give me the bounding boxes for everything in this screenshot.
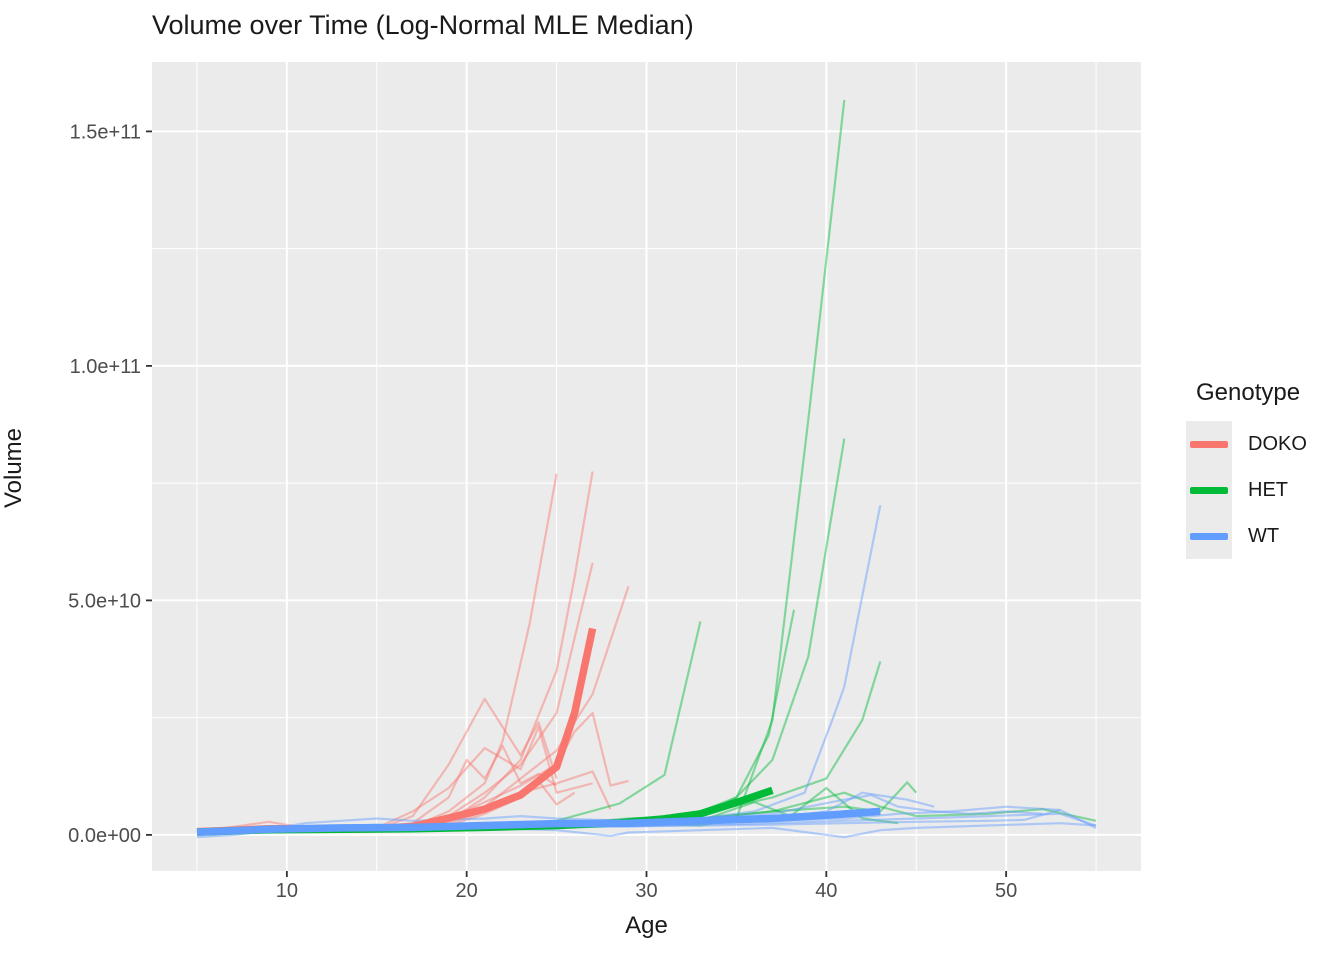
legend-title: Genotype xyxy=(1196,379,1301,406)
y-tick-label: 1.5e+11 xyxy=(70,121,141,143)
legend-label-doko: DOKO xyxy=(1248,432,1307,455)
legend-label-het: HET xyxy=(1248,478,1288,501)
wt-line-swatch-icon xyxy=(1190,532,1228,540)
chart-title: Volume over Time (Log-Normal MLE Median) xyxy=(152,10,694,40)
doko-line-swatch-icon xyxy=(1190,440,1228,448)
legend-item-het: HET xyxy=(1186,467,1307,513)
y-tick-label: 0.0e+00 xyxy=(68,825,141,847)
y-tick-label: 1.0e+11 xyxy=(70,356,141,378)
legend-item-doko: DOKO xyxy=(1186,421,1307,467)
y-axis-title: Volume xyxy=(0,427,27,509)
legend-key-doko xyxy=(1186,421,1232,467)
x-tick-label: 10 xyxy=(276,880,298,902)
x-tick-label: 20 xyxy=(456,880,478,902)
legend: Genotype DOKO HET WT xyxy=(1186,379,1307,559)
legend-label-wt: WT xyxy=(1248,524,1280,547)
legend-key-het xyxy=(1186,467,1232,513)
x-tick-label: 40 xyxy=(815,880,837,902)
het-line-swatch-icon xyxy=(1190,486,1228,494)
series-line-wt-median xyxy=(196,807,881,836)
x-tick-label: 30 xyxy=(635,880,657,902)
x-axis-title: Age xyxy=(625,912,668,939)
legend-items: DOKO HET WT xyxy=(1186,421,1307,559)
x-tick-label: 50 xyxy=(995,880,1017,902)
legend-key-wt xyxy=(1186,513,1232,559)
y-tick-label: 5.0e+10 xyxy=(68,590,141,612)
legend-item-wt: WT xyxy=(1186,513,1307,559)
